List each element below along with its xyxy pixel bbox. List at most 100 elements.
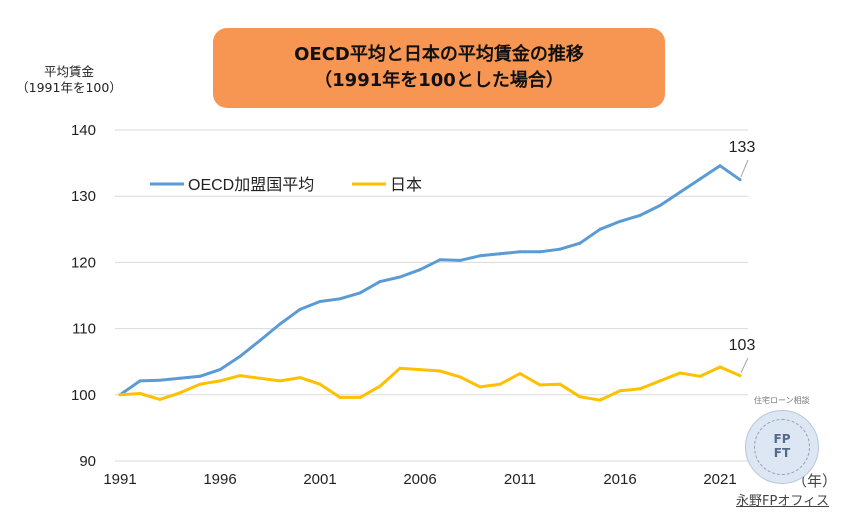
end-label-1: 103	[729, 337, 756, 354]
data-point-1-2022	[738, 374, 742, 378]
y-axis-label-line1: 平均賃金	[43, 64, 94, 79]
data-point-0-2009	[478, 254, 482, 258]
data-point-1-2008	[458, 375, 462, 379]
data-point-0-2017	[638, 213, 642, 217]
data-point-0-1996	[218, 368, 222, 372]
data-point-1-2001	[318, 382, 322, 386]
x-tick-2011: 2011	[504, 471, 536, 488]
end-label-leader-0	[740, 159, 749, 177]
stamp-logo: FP FT	[745, 410, 819, 484]
data-point-1-2014	[578, 395, 582, 399]
stamp-ring	[754, 419, 810, 475]
data-point-0-1998	[258, 339, 262, 343]
x-tick-2016: 2016	[603, 471, 636, 488]
series-line-0	[119, 164, 741, 397]
y-tick-140: 140	[71, 122, 96, 139]
x-tick-1991: 1991	[103, 471, 136, 488]
data-point-1-1993	[158, 397, 162, 401]
data-point-1-1991	[118, 393, 122, 397]
data-point-1-1998	[258, 376, 262, 380]
data-point-0-2012	[538, 250, 542, 254]
data-point-1-2020	[698, 374, 702, 378]
stamp-text-line2: FT	[773, 446, 791, 460]
data-point-0-2006	[418, 268, 422, 272]
stamp-caption: 住宅ローン相談	[754, 396, 810, 405]
y-tick-130: 130	[71, 188, 96, 205]
data-point-0-2010	[498, 252, 502, 256]
data-point-0-2018	[658, 203, 662, 207]
data-point-1-2012	[538, 383, 542, 387]
data-point-0-2021	[718, 164, 722, 168]
data-point-0-2002	[338, 297, 342, 301]
data-point-1-2019	[678, 371, 682, 375]
y-tick-90: 90	[79, 453, 96, 470]
data-point-1-2016	[618, 389, 622, 393]
data-point-1-1996	[218, 379, 222, 383]
end-labels: 133 103	[729, 139, 756, 373]
data-point-0-2004	[378, 280, 382, 284]
y-tick-120: 120	[71, 254, 96, 271]
data-point-1-2000	[298, 376, 302, 380]
data-point-1-2003	[358, 395, 362, 399]
y-tick-110: 110	[72, 321, 96, 338]
x-tick-labels: 1991 1996 2001 2006 2011 2016 2021	[103, 471, 736, 488]
data-point-1-2006	[418, 368, 422, 372]
end-label-0: 133	[729, 139, 756, 156]
x-tick-2006: 2006	[403, 471, 436, 488]
y-axis-label-line2: （1991年を100）	[16, 80, 122, 95]
data-point-1-2005	[398, 366, 402, 370]
data-point-1-2004	[378, 384, 382, 388]
data-point-0-1999	[278, 322, 282, 326]
stamp-text-line1: FP	[773, 432, 791, 446]
data-point-0-2003	[358, 291, 362, 295]
data-point-1-2015	[598, 398, 602, 402]
data-point-0-1995	[198, 374, 202, 378]
chart-title-line2: （1991年を100とした場合）	[314, 70, 564, 91]
data-point-1-1995	[198, 382, 202, 386]
series-lines	[118, 164, 742, 402]
end-label-leader-1	[740, 357, 749, 373]
legend: OECD加盟国平均 日本	[150, 176, 422, 194]
data-point-0-2020	[698, 177, 702, 181]
x-tick-2021: 2021	[703, 471, 736, 488]
data-point-1-2011	[518, 372, 522, 376]
series-line-1	[119, 365, 741, 402]
credit-link[interactable]: 永野FPオフィス	[736, 494, 830, 509]
data-point-0-2001	[318, 299, 322, 303]
data-point-0-2005	[398, 275, 402, 279]
data-point-0-1993	[158, 378, 162, 382]
data-point-0-1997	[238, 354, 242, 358]
data-point-0-1994	[178, 376, 182, 380]
y-tick-100: 100	[71, 387, 96, 404]
data-point-0-2015	[598, 227, 602, 231]
data-point-0-2011	[518, 250, 522, 254]
data-point-0-2008	[458, 258, 462, 262]
data-point-1-2010	[498, 382, 502, 386]
data-point-1-1994	[178, 391, 182, 395]
x-tick-2001: 2001	[303, 471, 336, 488]
chart-title-box: OECD平均と日本の平均賃金の推移 （1991年を100とした場合）	[213, 28, 665, 108]
legend-label-1: 日本	[390, 176, 422, 194]
data-point-1-2007	[438, 369, 442, 373]
data-point-0-2000	[298, 307, 302, 311]
y-axis-label: 平均賃金 （1991年を100）	[14, 64, 124, 96]
data-point-0-2019	[678, 190, 682, 194]
data-point-0-2022	[738, 178, 742, 182]
chart-title-line1: OECD平均と日本の平均賃金の推移	[294, 44, 584, 65]
data-point-1-2009	[478, 385, 482, 389]
data-point-1-2013	[558, 382, 562, 386]
x-tick-1996: 1996	[203, 471, 236, 488]
data-point-1-2018	[658, 379, 662, 383]
data-point-1-1992	[138, 391, 142, 395]
data-point-0-1992	[138, 379, 142, 383]
data-point-0-2007	[438, 258, 442, 262]
data-point-1-1997	[238, 374, 242, 378]
data-point-0-2016	[618, 219, 622, 223]
data-point-0-2013	[558, 247, 562, 251]
data-point-1-2021	[718, 365, 722, 369]
stamp-text: FP FT	[746, 432, 818, 460]
data-point-1-1999	[278, 379, 282, 383]
data-point-0-2014	[578, 241, 582, 245]
data-point-1-2017	[638, 387, 642, 391]
